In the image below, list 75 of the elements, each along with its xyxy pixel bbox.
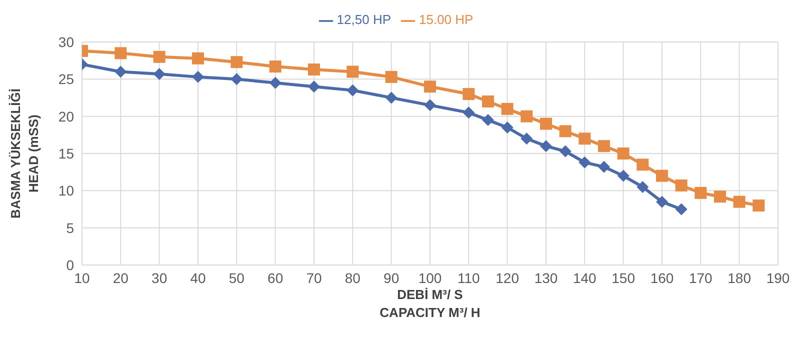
point — [462, 106, 475, 119]
point — [520, 110, 533, 122]
point — [656, 196, 668, 208]
point — [230, 56, 243, 68]
point — [308, 64, 320, 76]
y-tick-label: 15 — [58, 145, 74, 162]
point — [114, 66, 127, 78]
y-tick-label: 10 — [58, 182, 74, 199]
point — [636, 158, 649, 171]
x-tick-label: 50 — [228, 270, 245, 286]
x-tick-label: 100 — [418, 270, 442, 286]
point — [230, 73, 243, 86]
y-tick-label: 25 — [58, 71, 74, 88]
point — [501, 121, 514, 134]
point — [424, 80, 436, 93]
x-tick-label: 160 — [650, 270, 674, 286]
x-tick-label: 20 — [112, 270, 129, 286]
point — [501, 102, 514, 115]
point — [559, 145, 572, 158]
legend-label: 12,50 HP — [336, 12, 391, 27]
point — [540, 140, 552, 152]
point — [559, 125, 572, 138]
y-tick-label: 30 — [58, 34, 74, 50]
x-tick-label: 110 — [458, 270, 480, 286]
x-tick-label: 150 — [612, 270, 636, 286]
y-tick-label: 20 — [58, 108, 74, 124]
x-tick-label: 190 — [766, 270, 790, 286]
x-tick-label: 140 — [572, 270, 597, 286]
point — [114, 47, 127, 60]
point — [385, 70, 398, 83]
point — [482, 95, 494, 108]
point — [578, 156, 591, 168]
point — [578, 132, 591, 145]
point — [714, 190, 726, 203]
point — [675, 179, 688, 192]
x-axis-title: DEBİ M³/ S CAPACITY M³/ H — [380, 287, 480, 320]
point — [520, 132, 533, 145]
x-tick-label: 70 — [306, 270, 322, 286]
x-tick-label: 40 — [190, 270, 206, 286]
point — [733, 196, 746, 208]
point — [694, 186, 707, 199]
point — [385, 92, 398, 104]
point — [153, 50, 166, 63]
point — [617, 148, 630, 160]
point — [462, 88, 475, 100]
point — [269, 60, 282, 73]
x-tick-label: 180 — [728, 270, 752, 286]
point — [192, 52, 204, 64]
x-tick-label: 90 — [384, 270, 400, 286]
x-tick-label: 120 — [496, 270, 520, 286]
point — [424, 99, 436, 112]
point — [617, 170, 630, 182]
x-tick-label: 80 — [344, 270, 361, 286]
point — [269, 76, 282, 89]
point — [540, 118, 552, 130]
x-tick-label: 130 — [534, 270, 558, 286]
point — [153, 68, 166, 80]
x-tick-label: 30 — [152, 270, 168, 286]
point — [675, 203, 688, 216]
x-tick-label: 60 — [268, 270, 284, 286]
point — [752, 200, 765, 212]
x-tick-label: 170 — [688, 270, 713, 286]
legend-label: 15.00 HP — [419, 12, 474, 27]
point — [346, 66, 359, 78]
point — [308, 80, 320, 93]
point — [192, 70, 204, 83]
point — [598, 160, 610, 173]
y-axis-title: BASMA YÜKSEKLİĞİ HEAD (mSS) — [8, 88, 41, 219]
point — [598, 140, 610, 152]
y-tick-label: 0 — [66, 256, 74, 273]
point — [636, 180, 649, 193]
y-tick-label: 5 — [66, 220, 74, 236]
point — [482, 114, 494, 126]
point — [346, 84, 359, 96]
point — [656, 170, 668, 182]
